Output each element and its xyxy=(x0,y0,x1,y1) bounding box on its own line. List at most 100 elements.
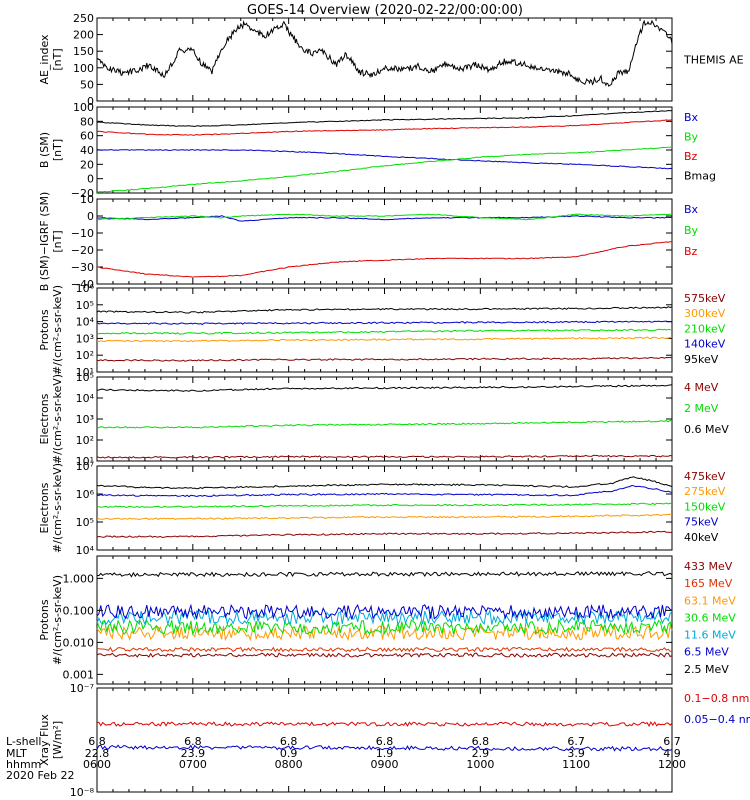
plot-frame xyxy=(96,198,673,285)
legend-label: 165 MeV xyxy=(684,577,733,590)
y-tick-label: 1.000 xyxy=(63,572,95,585)
y-tick-label: 250 xyxy=(73,12,94,25)
footer-tick-hhmm: 1200 xyxy=(658,758,686,771)
footer-tick-hhmm: 0900 xyxy=(371,758,399,771)
legend-label: 140keV xyxy=(684,338,726,351)
y-tick-label: 10⁴ xyxy=(76,316,95,329)
y-tick-label: −10 xyxy=(71,227,94,240)
series-line-95keV xyxy=(96,306,673,314)
y-tick-label: 10⁷ xyxy=(76,460,94,473)
panel-4: 10¹ 10² 10³ 10⁴ 10⁵ 10⁶ Protons #/(cm²-s-sr-keV… xyxy=(38,282,726,379)
y-tick-label: 10² xyxy=(76,349,94,362)
y-tick-label: 0.100 xyxy=(63,604,95,617)
y-tick-label: −30 xyxy=(71,261,94,274)
y-tick-label: 10⁶ xyxy=(76,488,95,501)
y-axis-label: B (SM)−IGRF (SM) xyxy=(38,192,51,292)
panel-5: 10¹ 10² 10³ 10⁴ 10⁵ Electrons #/(cm²-s-sr-keV)… xyxy=(38,371,729,468)
series-line-4-MeV xyxy=(96,454,673,459)
series-line-210keV xyxy=(96,328,673,335)
series-line-6-5-MeV xyxy=(96,603,673,621)
y-axis-label: Protons xyxy=(38,309,51,350)
y-tick-label: 10¹ xyxy=(76,455,94,468)
y-axis-label: B (SM) xyxy=(38,132,51,168)
legend-label: By xyxy=(684,224,699,237)
plot-frame xyxy=(96,376,673,462)
y-tick-label: 10⁴ xyxy=(76,392,95,405)
legend-label: 30.6 MeV xyxy=(684,611,736,624)
y-tick-label: 0 xyxy=(87,95,94,108)
y-tick-label: 10⁻⁷ xyxy=(70,682,94,695)
legend-label: Bz xyxy=(684,245,698,258)
series-line-0-6-MeV xyxy=(96,384,673,392)
y-tick-label: 10² xyxy=(76,434,94,447)
series-line-140keV xyxy=(96,320,673,325)
series-line-By xyxy=(96,213,673,221)
legend-label: 475keV xyxy=(684,470,726,483)
footer-tick-mlt: 0.9 xyxy=(280,747,298,760)
series-line-30-6-MeV xyxy=(96,618,673,636)
legend-label: Bx xyxy=(684,203,699,216)
series-line-300keV xyxy=(96,336,673,343)
y-tick-label: 10⁵ xyxy=(76,516,94,529)
footer-tick-mlt: 1.9 xyxy=(376,747,394,760)
y-axis-unit-label: #/(cm²-s-sr-keV) xyxy=(51,285,64,375)
y-tick-label: 10⁴ xyxy=(76,544,95,557)
y-tick-label: 20 xyxy=(80,158,94,171)
legend-label: 6.5 MeV xyxy=(684,646,729,659)
y-axis-unit-label: [nT] xyxy=(51,48,64,70)
y-tick-label: 10⁵ xyxy=(76,299,94,312)
legend-label: 150keV xyxy=(684,500,726,513)
legend-label: 575keV xyxy=(684,292,726,305)
series-line-Bx xyxy=(96,215,673,222)
footer-row-label: L-shell xyxy=(6,735,42,748)
figure-title: GOES-14 Overview (2020-02-22/00:00:00) xyxy=(247,3,523,18)
series-line-475keV xyxy=(96,530,672,538)
y-tick-label: −20 xyxy=(71,244,94,257)
series-line-0-05-0-4-nm xyxy=(96,744,673,752)
y-axis-label: Electrons xyxy=(38,393,51,444)
footer-tick-lshell: 6.8 xyxy=(472,735,490,748)
y-tick-label: 10¹ xyxy=(76,366,94,379)
series-line-Bz xyxy=(96,119,673,136)
legend-label: 433 MeV xyxy=(684,560,733,573)
legend-label: Bx xyxy=(684,111,699,124)
series-line-2-MeV xyxy=(96,419,673,429)
series-line-275keV xyxy=(96,513,673,521)
footer-tick-hhmm: 1100 xyxy=(562,758,590,771)
footer-tick-hhmm: 0700 xyxy=(179,758,207,771)
y-tick-label: 80 xyxy=(80,115,94,128)
legend-label: 0.6 MeV xyxy=(684,423,729,436)
legend-label: Bz xyxy=(684,150,698,163)
y-tick-label: 0 xyxy=(87,173,94,186)
series-line-0-1-0-8-nm xyxy=(96,721,673,727)
y-tick-label: 40 xyxy=(80,144,94,157)
footer-row-label: 2020 Feb 22 xyxy=(6,769,74,782)
plot-frame xyxy=(96,17,673,102)
y-tick-label: 0.010 xyxy=(63,636,95,649)
footer-tick-mlt: 3.9 xyxy=(567,747,585,760)
y-tick-label: 10³ xyxy=(76,413,94,426)
legend-label: 275keV xyxy=(684,485,726,498)
footer-row-label: MLT xyxy=(6,747,27,760)
panel-7: 0.001 0.010 0.100 1.000 Protons #/(cm²-s-sr-k… xyxy=(38,555,736,685)
legend-label: THEMIS AE xyxy=(683,54,744,67)
y-axis-unit-label: #/(cm²-s-sr-keV) xyxy=(51,463,64,553)
footer-tick-hhmm: 0600 xyxy=(83,758,111,771)
panel-1: 0 50 100 150 200 250 AE_index [nT] THEMIS AE xyxy=(38,12,744,108)
panel-3: −40 −30 −20 −10 0 10 B (SM)−IGRF (SM) [nT] Bx By B… xyxy=(38,192,699,292)
y-tick-label: 10⁵ xyxy=(76,371,94,384)
legend-label: 75keV xyxy=(684,516,719,529)
y-tick-label: 10⁶ xyxy=(76,282,95,295)
panel-8: 10⁻⁸ 10⁻⁷ Xray Flux [W/m²] 0.1−0.8 nm 0.05−0.… xyxy=(38,682,750,799)
y-tick-label: 10⁻⁸ xyxy=(70,786,95,799)
y-tick-label: 100 xyxy=(73,101,94,114)
series-line-150keV xyxy=(97,502,673,508)
legend-label: 4 MeV xyxy=(684,381,719,394)
y-tick-label: 0.001 xyxy=(63,668,95,681)
series-line-Bz xyxy=(96,241,672,278)
y-tick-label: −40 xyxy=(71,278,94,291)
y-tick-label: 0 xyxy=(87,210,94,223)
y-axis-label: Xray Flux xyxy=(38,714,51,766)
